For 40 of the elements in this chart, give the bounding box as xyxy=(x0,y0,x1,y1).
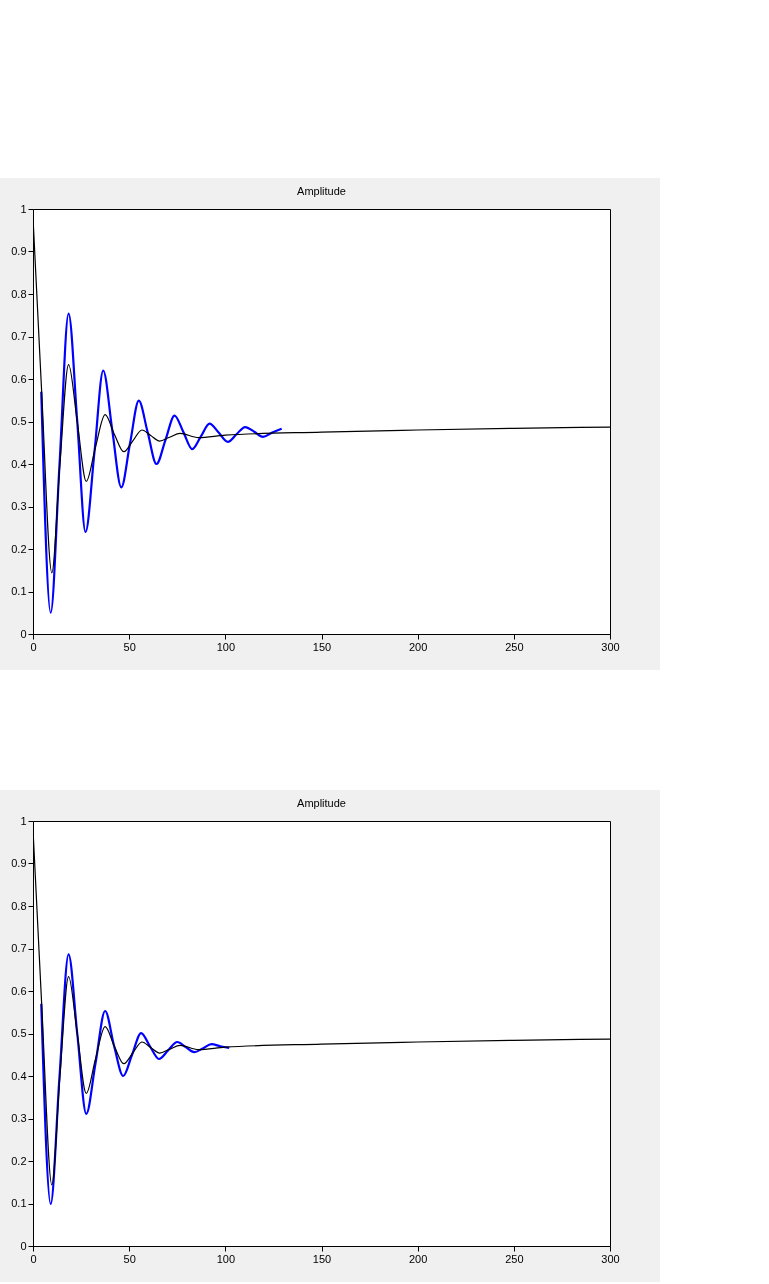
line-series xyxy=(40,312,283,614)
chart-title: Amplitude xyxy=(297,185,346,197)
y-tick-label: 0.6 xyxy=(11,372,27,385)
x-tick-label: 300 xyxy=(601,640,620,653)
y-tick-label: 0 xyxy=(20,627,27,640)
x-tick-label: 250 xyxy=(505,1252,524,1265)
y-tick-label: 0.1 xyxy=(11,1197,27,1209)
y-tick-label: 0.5 xyxy=(11,1027,27,1039)
line-series xyxy=(40,953,231,1206)
y-tick-label: 0.9 xyxy=(11,857,27,869)
y-tick-label: 0.6 xyxy=(11,984,27,997)
x-tick-label: 0 xyxy=(30,640,37,653)
y-tick-label: 0.8 xyxy=(11,899,27,912)
y-tick-label: 0.7 xyxy=(11,942,27,954)
x-tick-label: 100 xyxy=(216,640,236,653)
x-tick-label: 200 xyxy=(408,640,428,653)
y-tick-label: 0.2 xyxy=(11,1154,27,1167)
x-tick-label: 200 xyxy=(408,1252,428,1265)
x-tick-label: 50 xyxy=(123,640,136,653)
y-tick-label: 0.9 xyxy=(11,245,27,257)
x-tick-label: 300 xyxy=(601,1252,620,1265)
y-tick-label: 0.3 xyxy=(11,1112,27,1124)
y-tick-label: 0.7 xyxy=(11,330,27,342)
y-tick-label: 0.4 xyxy=(11,1069,27,1082)
x-tick-label: 0 xyxy=(30,1252,37,1265)
y-tick-label: 0 xyxy=(20,1239,27,1252)
x-tick-label: 150 xyxy=(312,1252,332,1265)
y-tick-label: 0.3 xyxy=(11,500,27,512)
chart-title: Amplitude xyxy=(297,797,346,809)
x-tick-label: 150 xyxy=(312,640,332,653)
x-tick-label: 250 xyxy=(505,640,524,653)
y-tick-label: 1 xyxy=(20,814,27,827)
x-tick-label: 50 xyxy=(123,1252,136,1265)
x-tick-label: 100 xyxy=(216,1252,236,1265)
y-tick-label: 1 xyxy=(20,202,27,215)
y-tick-label: 0.4 xyxy=(11,457,27,470)
y-tick-label: 0.2 xyxy=(11,542,27,555)
y-tick-label: 0.1 xyxy=(11,585,27,597)
y-tick-label: 0.8 xyxy=(11,287,27,300)
y-tick-label: 0.5 xyxy=(11,415,27,427)
